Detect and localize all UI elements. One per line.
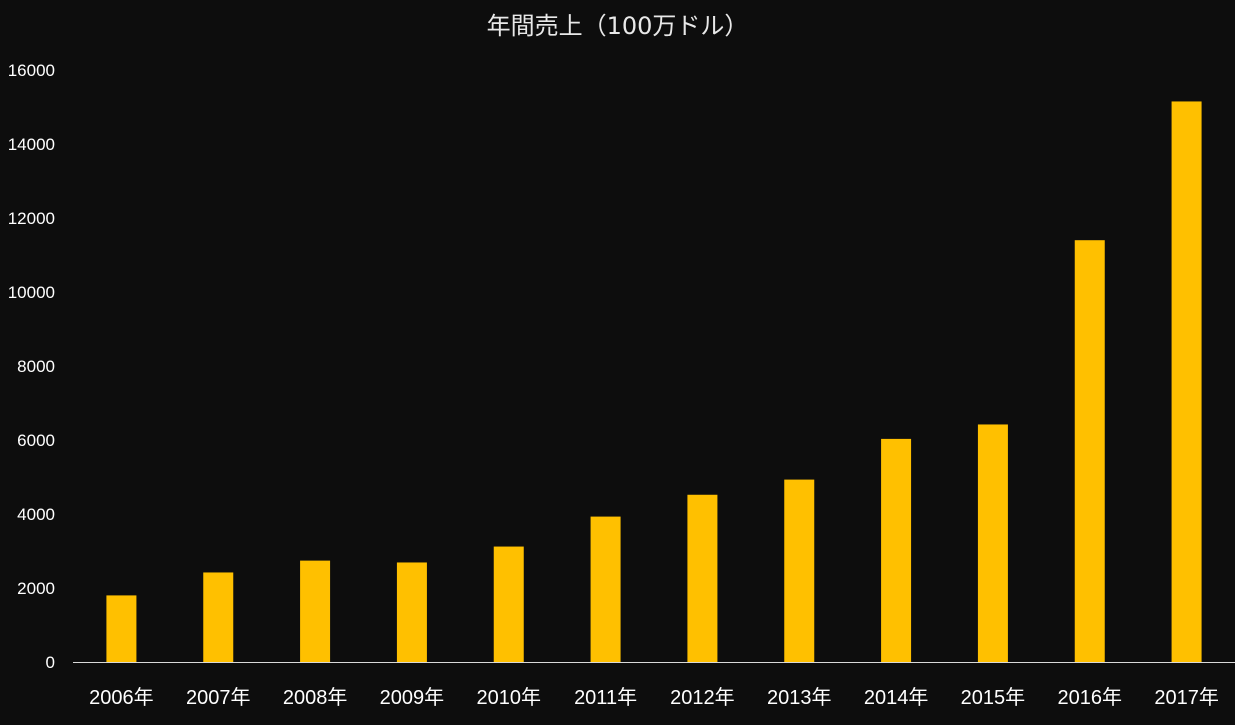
y-tick-label: 12000 [8, 209, 55, 228]
bar [1074, 240, 1105, 662]
y-tick-label: 2000 [17, 579, 55, 598]
x-tick-label: 2009年 [380, 686, 445, 709]
x-tick-label: 2012年 [670, 686, 735, 709]
y-tick-label: 4000 [17, 505, 55, 524]
chart-title: 年間売上（100万ドル） [486, 12, 749, 40]
bar [396, 562, 427, 662]
bar [1171, 101, 1202, 662]
bar [106, 595, 137, 662]
y-tick-label: 6000 [17, 431, 55, 450]
bar [784, 479, 815, 662]
x-tick-label: 2008年 [283, 686, 348, 709]
y-tick-label: 14000 [8, 135, 55, 154]
bar [300, 560, 331, 662]
y-axis-ticks: 0 2000 4000 6000 8000 10000 12000 14000 16000 [8, 61, 55, 672]
x-tick-label: 2010年 [477, 686, 542, 709]
y-tick-label: 0 [46, 653, 55, 672]
x-tick-label: 2017年 [1154, 686, 1219, 709]
bars [106, 101, 1202, 662]
x-tick-label: 2016年 [1058, 686, 1123, 709]
x-tick-label: 2006年 [89, 686, 154, 709]
bar [977, 424, 1008, 662]
bar [203, 572, 234, 662]
y-tick-label: 16000 [8, 61, 55, 80]
x-tick-label: 2014年 [864, 686, 929, 709]
x-tick-label: 2015年 [961, 686, 1026, 709]
y-tick-label: 8000 [17, 357, 55, 376]
bar [590, 516, 621, 662]
x-tick-label: 2013年 [767, 686, 832, 709]
bar [493, 546, 524, 662]
y-tick-label: 10000 [8, 283, 55, 302]
bar [687, 494, 718, 662]
bar [881, 438, 912, 662]
x-tick-label: 2007年 [186, 686, 251, 709]
x-tick-label: 2011年 [574, 686, 637, 709]
x-axis-ticks: 2006年 2007年 2008年 2009年 2010年 2011年 2012年 2013年… [89, 686, 1219, 709]
